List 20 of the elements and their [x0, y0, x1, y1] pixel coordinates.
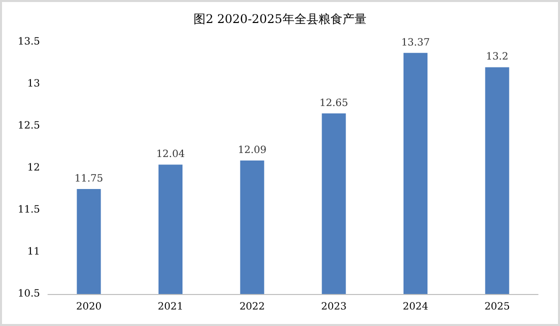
- y-tick-label: 10.5: [18, 288, 40, 300]
- x-tick-label: 2024: [402, 302, 428, 312]
- data-label: 13.37: [401, 37, 430, 48]
- data-label: 13.2: [486, 52, 508, 63]
- x-tick-label: 2023: [321, 302, 347, 312]
- x-tick-label: 2021: [158, 302, 184, 312]
- chart-title: 图2 2020-2025年全县粮食产量: [194, 12, 366, 26]
- y-tick-label: 13.5: [18, 36, 40, 48]
- data-label: 12.04: [156, 149, 185, 160]
- y-tick-label: 13: [27, 78, 40, 90]
- data-label: 11.75: [74, 174, 104, 184]
- y-tick-label: 11: [27, 246, 40, 258]
- x-tick-label: 2020: [76, 302, 102, 312]
- x-tick-label: 2025: [484, 302, 510, 312]
- data-label: 12.65: [320, 98, 348, 109]
- y-tick-label: 12: [27, 162, 40, 174]
- y-tick-label: 12.5: [18, 120, 40, 132]
- x-tick-label: 2022: [239, 302, 265, 312]
- y-tick-label: 11.5: [18, 204, 40, 216]
- data-label: 12.09: [238, 144, 266, 156]
